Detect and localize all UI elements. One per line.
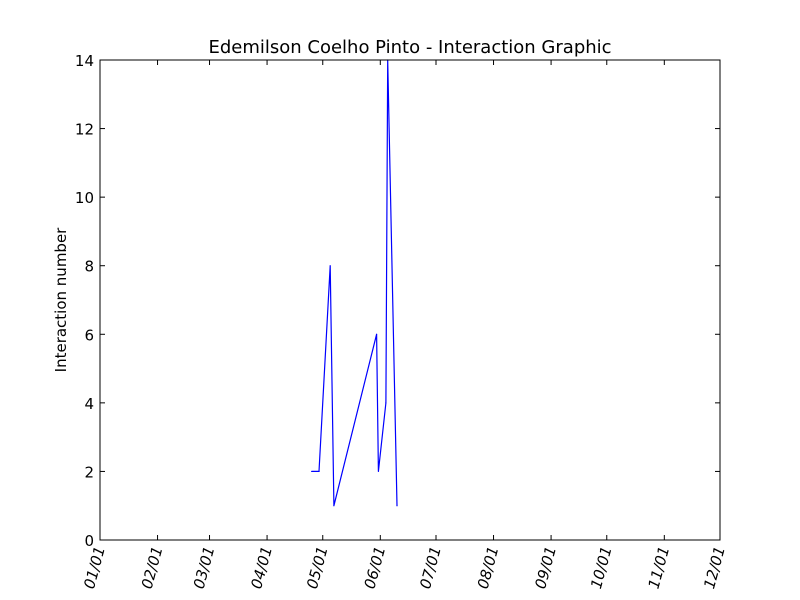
x-tick-label: 06/01 bbox=[361, 544, 390, 590]
data-point bbox=[333, 505, 335, 507]
x-tick-label: 01/01 bbox=[80, 544, 109, 590]
data-point bbox=[329, 265, 331, 267]
x-tick-label: 03/01 bbox=[190, 544, 219, 590]
y-tick-label: 12 bbox=[75, 121, 94, 139]
plot-frame bbox=[99, 59, 721, 541]
x-tick-label: 08/01 bbox=[474, 544, 503, 590]
y-tick-label: 10 bbox=[75, 189, 94, 207]
y-tick-label: 8 bbox=[84, 258, 94, 276]
x-tick-label: 09/01 bbox=[531, 544, 560, 590]
chart-title: Edemilson Coelho Pinto - Interaction Gra… bbox=[208, 37, 611, 58]
y-tick-label: 4 bbox=[84, 395, 94, 413]
x-tick-label: 02/01 bbox=[138, 544, 167, 590]
x-tick-label: 07/01 bbox=[416, 544, 445, 590]
y-tick-label: 0 bbox=[84, 532, 94, 550]
data-point bbox=[396, 505, 398, 507]
data-point bbox=[311, 470, 313, 473]
data-point bbox=[375, 333, 378, 335]
y-tick-label: 2 bbox=[84, 463, 94, 481]
data-point bbox=[385, 402, 387, 404]
y-axis-label: Interaction number bbox=[52, 227, 70, 373]
x-tick-label: 12/01 bbox=[700, 544, 729, 590]
x-tick-label: 04/01 bbox=[247, 544, 276, 590]
x-tick-label: 10/01 bbox=[587, 544, 616, 590]
y-tick-label: 6 bbox=[84, 326, 94, 344]
data-point bbox=[377, 470, 380, 473]
x-tick-label: 05/01 bbox=[303, 544, 332, 590]
y-tick-label: 14 bbox=[75, 52, 94, 70]
plot-area bbox=[100, 60, 720, 540]
data-point bbox=[318, 470, 320, 473]
x-tick-label: 11/01 bbox=[645, 544, 674, 590]
